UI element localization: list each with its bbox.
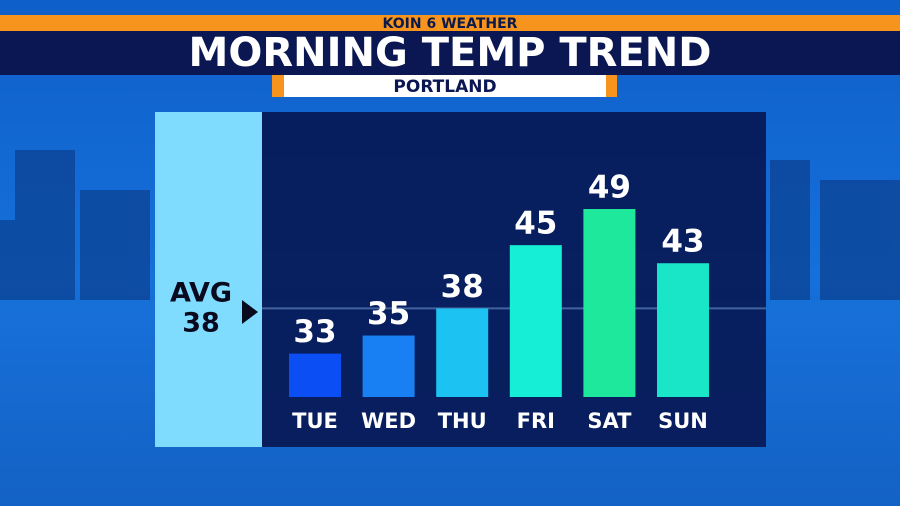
- chart-title: MORNING TEMP TREND: [189, 30, 712, 76]
- skyline: [0, 150, 900, 300]
- bar: [289, 353, 341, 397]
- value-label: 38: [441, 269, 484, 305]
- title-band: [0, 31, 900, 75]
- value-label: 45: [514, 206, 557, 242]
- avg-panel: [155, 112, 262, 447]
- bar: [362, 335, 415, 397]
- station-box: [364, 15, 536, 31]
- x-tick-label: FRI: [517, 409, 555, 433]
- subtitle-box: [284, 75, 606, 97]
- value-label: 49: [588, 170, 631, 206]
- station: KOIN 6 WEATHER: [383, 16, 518, 32]
- x-tick-label: WED: [361, 409, 416, 433]
- avg-arrow: [242, 300, 258, 324]
- x-tick-label: THU: [438, 409, 487, 433]
- x-tick-label: TUE: [292, 409, 338, 433]
- subtitle: PORTLAND: [393, 77, 496, 97]
- value-label: 33: [293, 314, 336, 350]
- x-tick-label: SAT: [587, 409, 632, 433]
- x-tick-label: SUN: [658, 409, 708, 433]
- bar: [436, 308, 489, 397]
- value-label: 35: [367, 296, 410, 332]
- bar: [509, 245, 562, 397]
- bar: [657, 263, 709, 397]
- avg-value: 38: [182, 308, 220, 339]
- avg-label: AVG: [170, 278, 232, 309]
- value-label: 43: [661, 224, 704, 260]
- bar: [583, 209, 636, 397]
